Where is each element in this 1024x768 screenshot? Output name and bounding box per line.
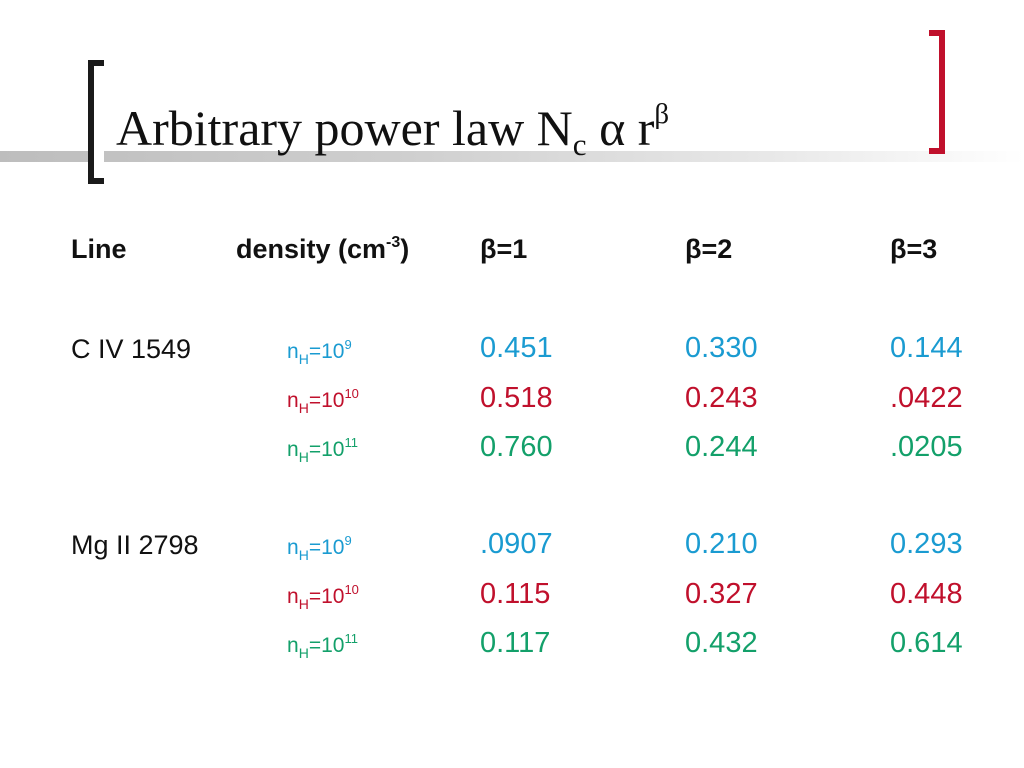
value-cell: 0.327 bbox=[685, 578, 758, 610]
value-cell: 0.760 bbox=[480, 431, 553, 463]
header-beta-2: β=2 bbox=[685, 234, 733, 264]
value-cell: .0907 bbox=[480, 528, 553, 560]
header-line: Line bbox=[71, 234, 127, 264]
value-cell: 0.243 bbox=[685, 382, 758, 414]
title-underline-bar bbox=[0, 151, 1024, 162]
density-label: nH=109 bbox=[287, 533, 352, 563]
line-name-civ: C IV 1549 bbox=[71, 334, 192, 364]
density-label: nH=1011 bbox=[287, 631, 358, 661]
line-name-mgii: Mg II 2798 bbox=[71, 530, 199, 560]
density-label: nH=1011 bbox=[287, 435, 358, 465]
value-cell: 0.210 bbox=[685, 528, 758, 560]
density-label: nH=1010 bbox=[287, 582, 359, 612]
value-cell: 0.432 bbox=[685, 627, 758, 659]
value-cell: 0.293 bbox=[890, 528, 963, 560]
header-density: density (cm-3) bbox=[236, 234, 410, 264]
value-cell: .0205 bbox=[890, 431, 963, 463]
value-cell: .0422 bbox=[890, 382, 963, 414]
value-cell: 0.244 bbox=[685, 431, 758, 463]
right-bracket-decoration bbox=[929, 30, 945, 154]
value-cell: 0.115 bbox=[480, 578, 551, 610]
left-bracket-decoration bbox=[88, 60, 104, 184]
header-beta-3: β=3 bbox=[890, 234, 938, 264]
density-label: nH=1010 bbox=[287, 386, 359, 416]
slide-title: Arbitrary power law Nc α rβ bbox=[116, 98, 670, 162]
value-cell: 0.614 bbox=[890, 627, 963, 659]
value-cell: 0.518 bbox=[480, 382, 553, 414]
value-cell: 0.451 bbox=[480, 332, 553, 364]
value-cell: 0.117 bbox=[480, 627, 551, 659]
density-label: nH=109 bbox=[287, 337, 352, 367]
header-beta-1: β=1 bbox=[480, 234, 528, 264]
value-cell: 0.144 bbox=[890, 332, 963, 364]
value-cell: 0.448 bbox=[890, 578, 963, 610]
value-cell: 0.330 bbox=[685, 332, 758, 364]
